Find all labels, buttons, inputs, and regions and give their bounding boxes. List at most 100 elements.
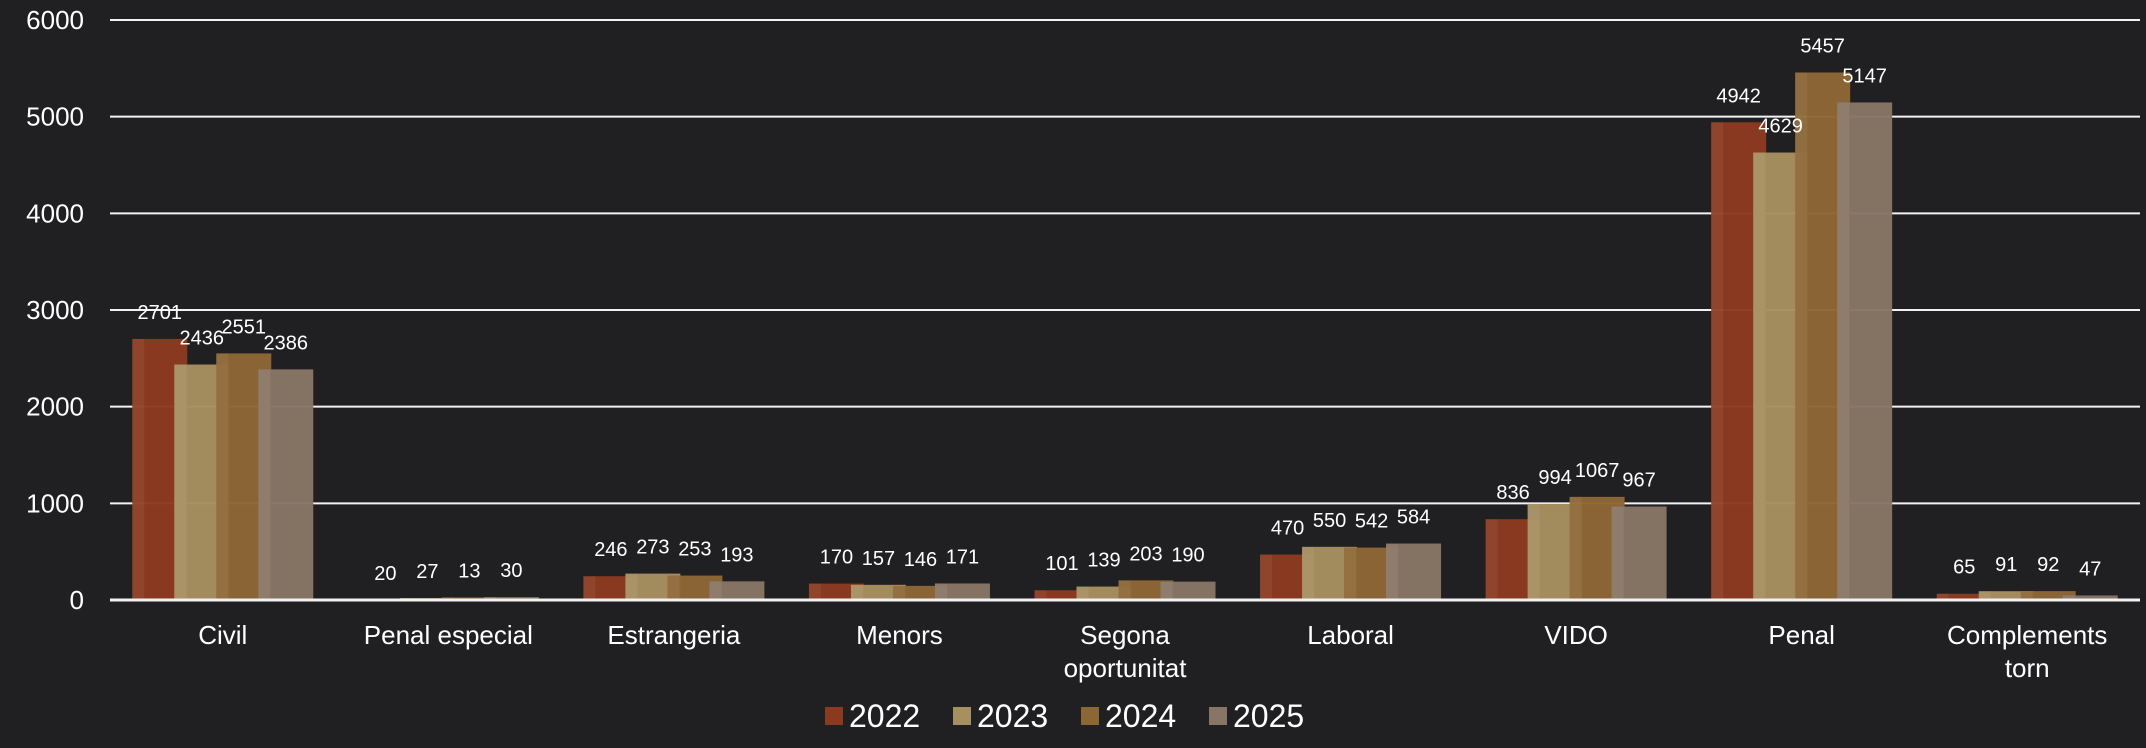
legend-label-2023: 2023: [977, 698, 1048, 734]
y-tick-label: 5000: [26, 102, 84, 132]
bar-highlight: [1795, 72, 1808, 601]
bar-highlight: [850, 584, 863, 600]
y-tick-label: 3000: [26, 295, 84, 325]
bar-highlight: [1485, 519, 1498, 600]
data-label: 190: [1171, 545, 1204, 567]
bar-2025: [1837, 102, 1893, 600]
bar-highlight: [667, 575, 680, 600]
y-axis: 0 1000 2000 3000 4000 5000 6000: [26, 5, 84, 615]
y-tick-label: 4000: [26, 198, 84, 228]
legend-swatch-2024: [1081, 707, 1099, 725]
legend: 2022 2023 2024 2025: [825, 698, 1304, 734]
legend-label-2024: 2024: [1105, 698, 1176, 734]
x-tick-label: Penal: [1768, 620, 1835, 650]
data-label: 47: [2079, 558, 2101, 580]
bar-highlight: [174, 364, 187, 600]
y-tick-label: 2000: [26, 392, 84, 422]
data-label: 139: [1087, 550, 1120, 572]
bars: [132, 72, 2118, 601]
bar-highlight: [625, 573, 638, 600]
bar-highlight: [1936, 593, 1949, 600]
x-tick-label: Penal especial: [364, 620, 533, 650]
bar-highlight: [2062, 595, 2075, 600]
bar-highlight: [1711, 122, 1724, 601]
legend-swatch-2023: [953, 707, 971, 725]
bar-highlight: [2020, 591, 2033, 600]
data-label: 836: [1496, 482, 1529, 504]
legend-swatch-2025: [1209, 707, 1227, 725]
bar-2025: [2062, 595, 2118, 600]
data-label: 253: [678, 539, 711, 561]
bar-2024: [892, 585, 948, 600]
data-label: 1067: [1575, 460, 1620, 482]
data-label: 5147: [1842, 65, 1887, 87]
data-label: 20: [374, 563, 396, 585]
x-tick-label: Civil: [198, 620, 247, 650]
x-tick-label: oportunitat: [1064, 653, 1188, 683]
x-tick-label: VIDO: [1544, 620, 1608, 650]
bar-highlight: [1753, 152, 1766, 600]
bar-highlight: [1076, 586, 1089, 600]
data-label: 27: [416, 561, 438, 583]
bar-2025: [1611, 506, 1667, 600]
data-label: 470: [1271, 518, 1304, 540]
x-tick-label: Complements: [1947, 620, 2107, 650]
bar-highlight: [1118, 580, 1131, 600]
data-label: 13: [458, 560, 480, 582]
bar-highlight: [132, 338, 145, 600]
legend-label-2022: 2022: [849, 698, 920, 734]
bar-2022: [1936, 593, 1992, 600]
data-label: 91: [1995, 554, 2017, 576]
data-label: 542: [1355, 511, 1388, 533]
data-label: 994: [1538, 467, 1571, 489]
bar-highlight: [934, 583, 947, 600]
bar-highlight: [709, 581, 722, 600]
bar-2022: [1034, 590, 1090, 600]
bar-2023: [850, 584, 906, 600]
y-tick-label: 1000: [26, 488, 84, 518]
data-label: 273: [636, 537, 669, 559]
bar-2024: [2020, 591, 2076, 600]
bar-highlight: [1260, 554, 1273, 600]
bar-highlight: [1302, 546, 1315, 600]
x-axis: Civil Penal especial Estrangeria Menors Sego…: [110, 598, 2140, 683]
data-label: 146: [904, 549, 937, 571]
x-tick-label: Estrangeria: [607, 620, 740, 650]
bar-highlight: [258, 369, 271, 600]
bar-highlight: [583, 576, 596, 600]
data-label: 967: [1622, 470, 1655, 492]
x-tick-label: Menors: [856, 620, 943, 650]
data-label: 4942: [1716, 85, 1761, 107]
bar-highlight: [808, 583, 821, 600]
x-tick-label: torn: [2005, 653, 2050, 683]
bar-2025: [258, 369, 314, 600]
bar-highlight: [1034, 590, 1047, 600]
legend-swatch-2022: [825, 707, 843, 725]
data-label: 584: [1397, 507, 1430, 529]
bar-2025: [1386, 543, 1442, 600]
data-label: 4629: [1758, 116, 1803, 138]
data-label: 2436: [180, 328, 225, 350]
x-tick-label: Laboral: [1307, 620, 1394, 650]
data-label: 171: [946, 546, 979, 568]
bar-2023: [1978, 591, 2034, 600]
bar-highlight: [1527, 503, 1540, 600]
bar-2025: [1160, 581, 1216, 600]
bar-2024: [1118, 580, 1174, 600]
data-label: 193: [720, 544, 753, 566]
bar-highlight: [1569, 496, 1582, 600]
data-label: 30: [500, 560, 522, 582]
data-label: 92: [2037, 554, 2059, 576]
data-label: 2551: [222, 316, 267, 338]
y-tick-label: 6000: [26, 5, 84, 35]
data-label: 5457: [1800, 35, 1845, 57]
bar-highlight: [892, 585, 905, 600]
bar-highlight: [1611, 506, 1624, 600]
bar-2025: [934, 583, 990, 600]
data-label: 2701: [138, 302, 183, 324]
data-label: 2386: [264, 332, 309, 354]
data-label: 65: [1953, 557, 1975, 579]
x-tick-label: Segona: [1080, 620, 1170, 650]
